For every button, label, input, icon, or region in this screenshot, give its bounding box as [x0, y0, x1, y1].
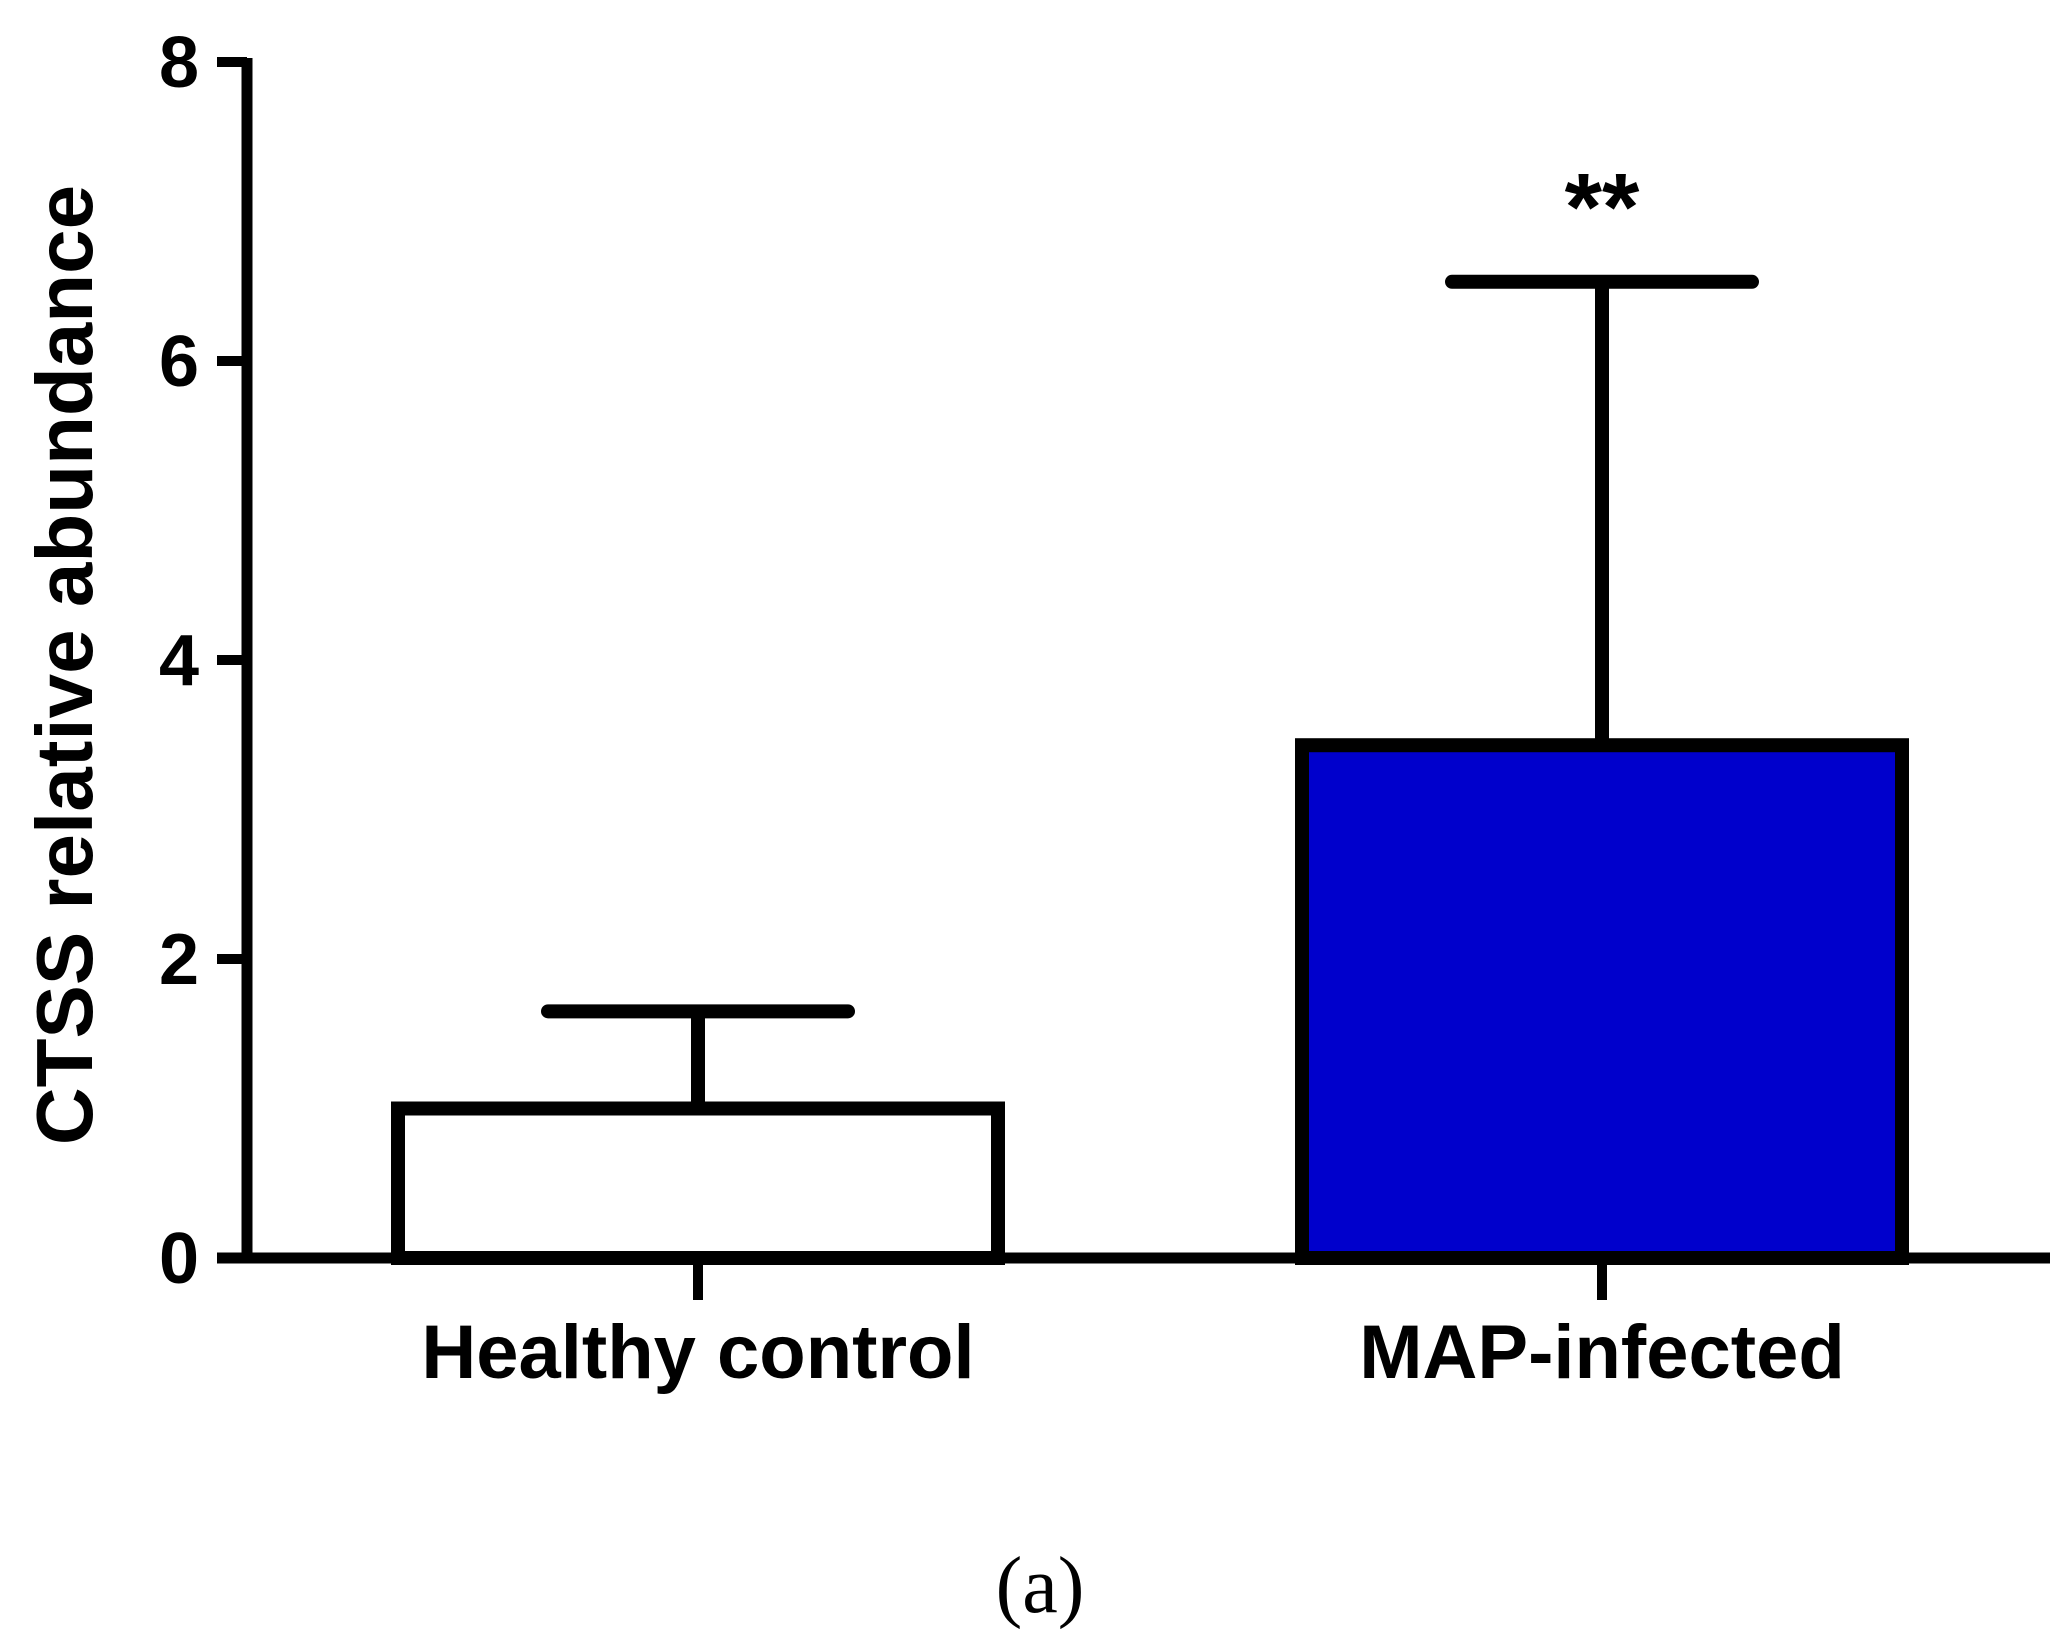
- x-tick-label-2: MAP-infected: [1359, 1310, 1845, 1395]
- bars-group: [391, 274, 1909, 1265]
- panel-label: (a): [996, 1542, 1085, 1630]
- axes-group: [217, 57, 2050, 1300]
- y-axis-title: CTSS relative abundance: [20, 185, 109, 1145]
- y-tick-label-8: 8: [159, 23, 199, 103]
- y-tick-label-4: 4: [159, 621, 199, 701]
- y-tick-label-2: 2: [159, 920, 199, 1000]
- significance-marker-2: **: [1565, 154, 1640, 261]
- x-tick-label-1: Healthy control: [421, 1310, 974, 1395]
- labels-group: Healthy control ** MAP-infected 0 2 4 6 8: [159, 23, 1845, 1395]
- bar-2: [1295, 738, 1909, 1265]
- y-tick-label-0: 0: [159, 1219, 199, 1299]
- bar-1: [391, 1101, 1005, 1265]
- y-tick-label-6: 6: [159, 322, 199, 402]
